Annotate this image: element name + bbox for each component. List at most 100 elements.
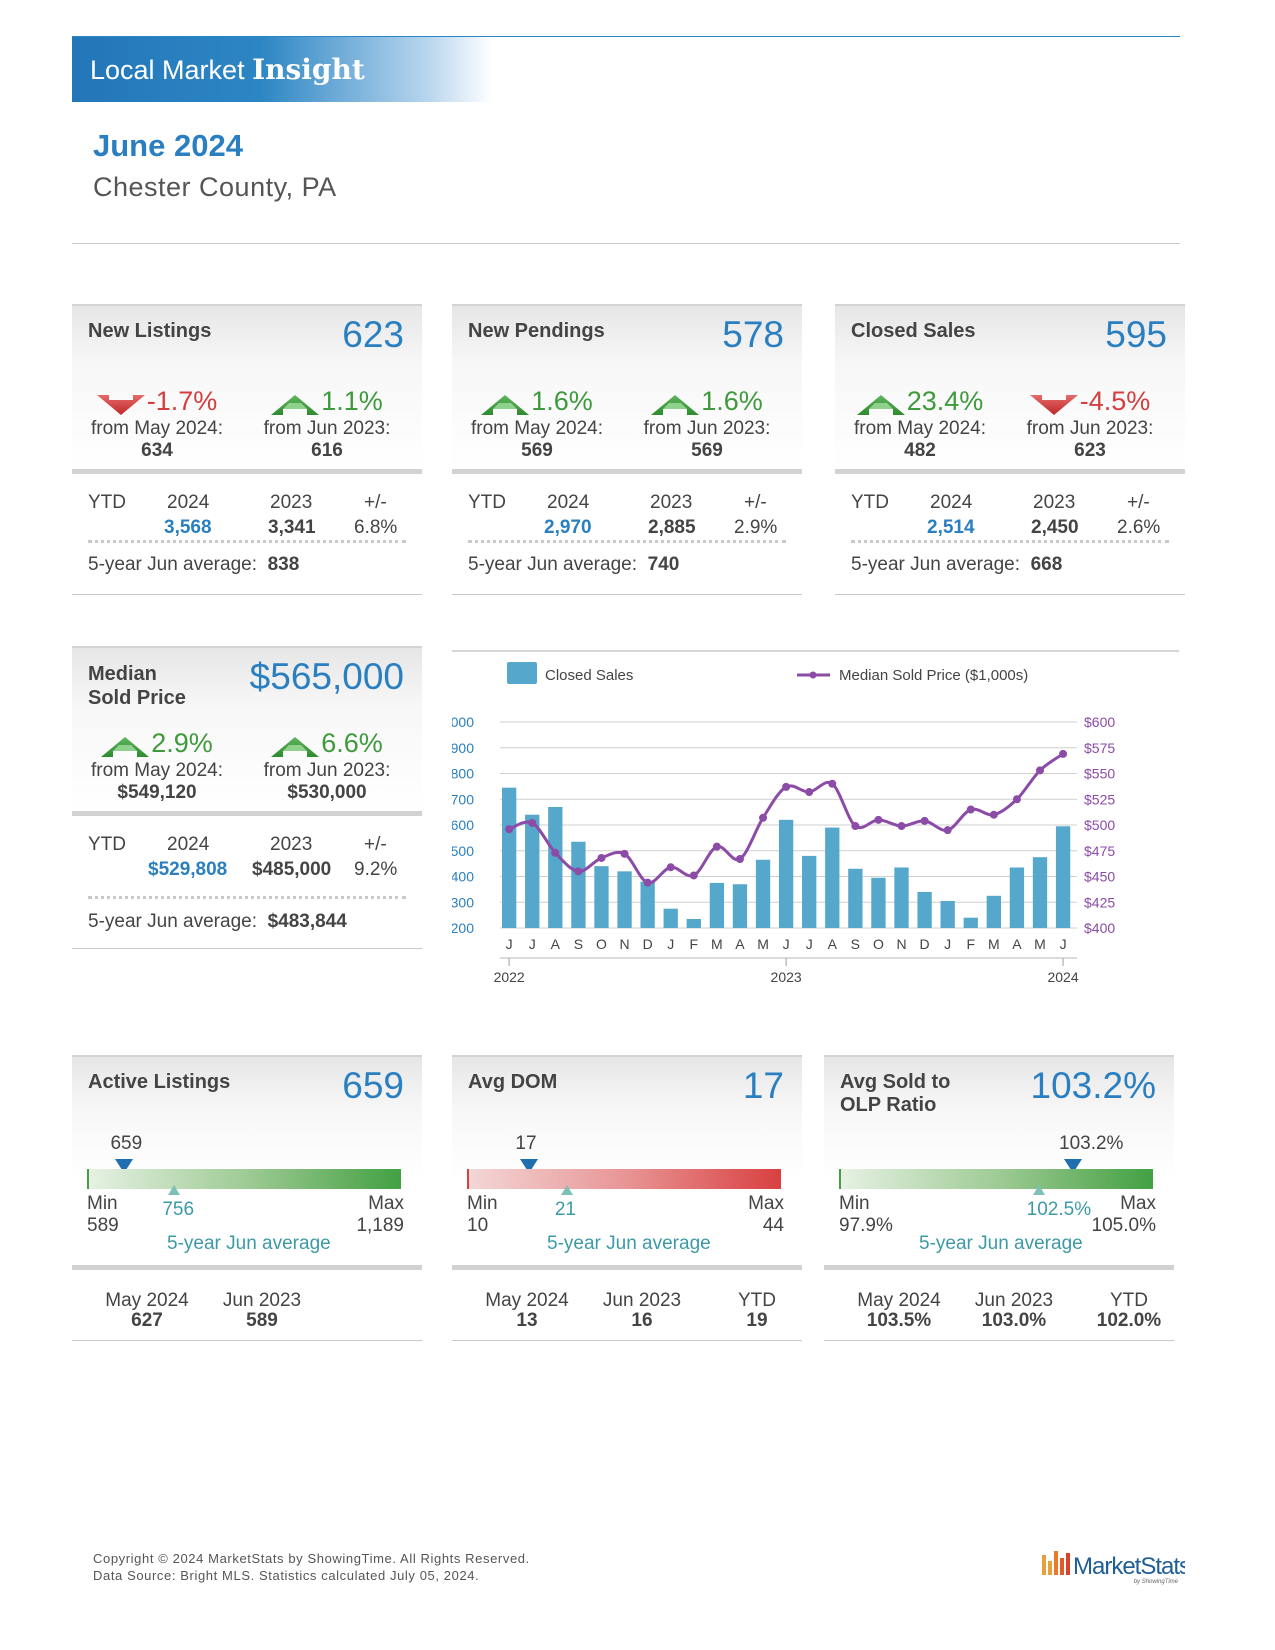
point-median-price bbox=[874, 815, 883, 824]
change-pct: 1.6% bbox=[651, 386, 763, 417]
foot-label: Jun 2023 bbox=[222, 1290, 302, 1311]
gauge-bar bbox=[467, 1169, 781, 1189]
gauge-bar bbox=[839, 1169, 1153, 1189]
dotted-divider bbox=[88, 896, 406, 899]
change-pct: -1.7% bbox=[96, 386, 217, 417]
legend-line-marker bbox=[809, 671, 817, 679]
point-median-price bbox=[689, 871, 698, 880]
change-from-prev-year: -4.5% from Jun 2023: 623 bbox=[1026, 386, 1154, 461]
average-label: 5-year Jun average bbox=[547, 1233, 711, 1254]
point-median-price bbox=[620, 849, 629, 858]
card-title: New Listings bbox=[88, 320, 212, 342]
point-median-price bbox=[828, 779, 837, 788]
gauge-footer: May 2024 103.5% Jun 2023 103.0% YTD 102.0% bbox=[824, 1280, 1174, 1340]
x-tick-label: M bbox=[711, 936, 723, 952]
average-value: 21 bbox=[554, 1199, 576, 1220]
card-value: 103.2% bbox=[1030, 1065, 1157, 1106]
point-median-price bbox=[851, 822, 860, 831]
value-marker-icon bbox=[520, 1159, 539, 1173]
min-value: 10 bbox=[467, 1215, 489, 1236]
bar-closed-sales bbox=[917, 891, 932, 928]
point-median-price bbox=[966, 805, 975, 814]
ytd-diff: 2.9% bbox=[734, 517, 778, 538]
max-value: 44 bbox=[762, 1215, 784, 1236]
legend-label-median-price: Median Sold Price ($1,000s) bbox=[839, 667, 1028, 684]
card-bottom-rule bbox=[835, 594, 1185, 595]
change-from-prev-year: 1.6% from Jun 2023: 569 bbox=[643, 386, 771, 461]
point-median-price bbox=[782, 782, 791, 791]
down-arrow-icon bbox=[1029, 391, 1078, 415]
max-label: Max bbox=[748, 1193, 784, 1214]
bar-closed-sales bbox=[825, 827, 840, 928]
report-county: Chester County, PA bbox=[93, 172, 337, 202]
y2-tick-label: $600 bbox=[1084, 714, 1115, 730]
closed-sales-median-price-chart: Closed Sales Median Sold Price ($1,000s) 1… bbox=[452, 650, 1179, 985]
x-tick-label: M bbox=[757, 936, 769, 952]
y-tick-label: 300 bbox=[452, 894, 474, 910]
max-label: Max bbox=[1120, 1193, 1156, 1214]
bar-closed-sales bbox=[525, 814, 540, 928]
bar-closed-sales bbox=[617, 871, 632, 928]
y2-tick-label: $400 bbox=[1084, 920, 1115, 936]
foot-label: YTD bbox=[1110, 1290, 1148, 1311]
card-value: 17 bbox=[742, 1065, 784, 1106]
card-header: New Pendings 578 1.6% from May 2024: 569 1.6%… bbox=[452, 304, 802, 474]
bar-closed-sales bbox=[894, 867, 909, 928]
change-from-prev-year: 1.1% from Jun 2023: 616 bbox=[263, 386, 391, 461]
report-month: June 2024 bbox=[93, 128, 243, 163]
foot-value: 103.5% bbox=[866, 1310, 932, 1331]
bar-closed-sales bbox=[1009, 867, 1025, 928]
bar-closed-sales bbox=[686, 918, 701, 928]
min-label: Min bbox=[839, 1193, 870, 1214]
card-header: Median Sold Price $565,000 2.9% from May… bbox=[72, 646, 422, 816]
card-bottom-rule bbox=[452, 1340, 802, 1341]
point-median-price bbox=[943, 826, 952, 835]
y2-tick-label: $425 bbox=[1084, 894, 1115, 910]
five-year-average: 5-year Jun average: 740 bbox=[468, 554, 680, 575]
dotted-divider bbox=[851, 540, 1169, 543]
x-tick-label: A bbox=[1012, 936, 1022, 952]
dotted-divider bbox=[88, 540, 406, 543]
bar-closed-sales bbox=[986, 895, 1001, 928]
bar-closed-sales bbox=[571, 841, 586, 928]
y-tick-label: 600 bbox=[452, 817, 474, 833]
five-year-average: 5-year Jun average: 838 bbox=[88, 554, 300, 575]
x-tick-label: D bbox=[643, 936, 653, 952]
legend-label-closed-sales: Closed Sales bbox=[545, 667, 633, 684]
foot-value: 16 bbox=[631, 1310, 653, 1331]
x-tick-label: J bbox=[529, 936, 536, 952]
value-marker-icon bbox=[1064, 1159, 1082, 1173]
y-tick-label: 800 bbox=[452, 766, 474, 782]
ytd-current: 2,514 bbox=[927, 517, 975, 538]
ytd-previous: 2,450 bbox=[1031, 517, 1079, 538]
point-median-price bbox=[643, 878, 652, 887]
dotted-divider bbox=[468, 540, 786, 543]
bar-closed-sales bbox=[871, 877, 886, 928]
average-value: 102.5% bbox=[1026, 1199, 1092, 1220]
foot-value: 102.0% bbox=[1096, 1310, 1162, 1331]
logo-bars-icon: MarketStats by ShowingTime bbox=[1042, 1551, 1192, 1585]
average-marker-icon bbox=[1032, 1185, 1045, 1195]
card-value: 623 bbox=[342, 314, 404, 355]
foot-label: YTD bbox=[738, 1290, 776, 1311]
x-tick-label: A bbox=[735, 936, 745, 952]
bar-closed-sales bbox=[848, 868, 863, 928]
card-bottom-rule bbox=[72, 1340, 422, 1341]
foot-label: May 2024 bbox=[105, 1290, 189, 1311]
up-arrow-icon bbox=[651, 391, 700, 415]
bar-closed-sales bbox=[940, 900, 955, 928]
change-pct: 2.9% bbox=[101, 728, 213, 759]
bar-closed-sales bbox=[732, 884, 748, 928]
bar-closed-sales bbox=[963, 917, 978, 928]
point-median-price bbox=[920, 816, 929, 825]
bar-closed-sales bbox=[502, 787, 517, 928]
banner: Local Market Insight bbox=[72, 37, 492, 102]
ytd-previous: 2,885 bbox=[648, 517, 696, 538]
y-tick-label: 500 bbox=[452, 843, 474, 859]
bar-closed-sales bbox=[1055, 826, 1071, 928]
up-arrow-icon bbox=[101, 733, 150, 757]
x-tick-label: A bbox=[551, 936, 561, 952]
ytd-current: 2,970 bbox=[544, 517, 592, 538]
max-value: 105.0% bbox=[1091, 1215, 1156, 1236]
up-arrow-icon bbox=[271, 391, 320, 415]
